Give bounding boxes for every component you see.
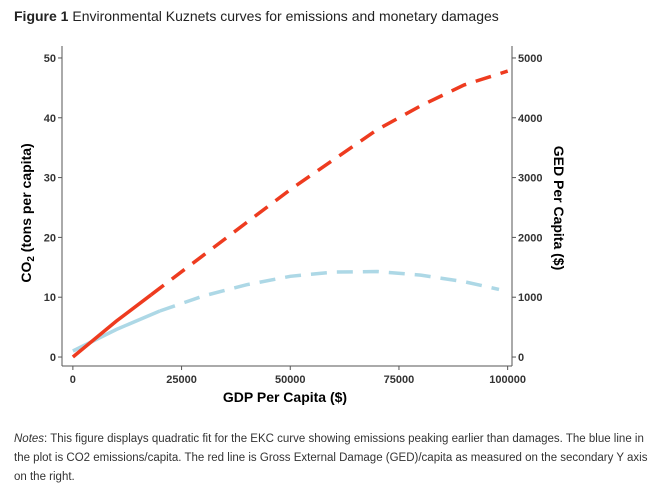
notes-text: : This figure displays quadratic fit for…	[14, 433, 648, 483]
y-axis-left-title-subscript: 2	[26, 256, 37, 262]
y-left-tick-label: 0	[50, 352, 56, 364]
y-right-tick-label: 1000	[518, 292, 542, 304]
ged-series-solid-line	[71, 293, 153, 359]
figure-title: Figure 1 Environmental Kuznets curves fo…	[14, 8, 499, 24]
series-layer	[71, 69, 509, 359]
y-axis-left-title: CO2 (tons per capita)	[18, 143, 37, 282]
y-right-tick-label: 3000	[518, 173, 542, 185]
x-tick-label: 25000	[166, 374, 197, 386]
figure-label: Figure 1	[14, 8, 69, 24]
figure-notes: Notes: This figure displays quadratic fi…	[14, 430, 654, 487]
y-right-tick-label: 0	[518, 352, 524, 364]
notes-label: Notes	[14, 433, 45, 445]
x-tick-label: 0	[70, 374, 76, 386]
y-left-tick-label: 50	[44, 53, 56, 65]
x-tick-label: 100000	[489, 374, 526, 386]
y-axis-left-title-main: CO	[18, 262, 34, 283]
ged-series-dashed-line	[150, 69, 509, 297]
x-tick-label: 75000	[384, 374, 415, 386]
y-right-tick-label: 2000	[518, 232, 542, 244]
y-axis-right-title: GED Per Capita ($)	[551, 146, 567, 270]
x-axis-title: GDP Per Capita ($)	[223, 389, 347, 405]
y-left-tick-label: 30	[44, 173, 56, 185]
y-axis-left-title-rest: (tons per capita)	[18, 143, 34, 256]
y-right-tick-label: 4000	[518, 113, 542, 125]
y-right-tick-label: 5000	[518, 53, 542, 65]
co2-series-dashed-line	[159, 269, 500, 313]
y-left-tick-label: 20	[44, 232, 56, 244]
figure-title-text: Environmental Kuznets curves for emissio…	[72, 8, 499, 24]
y-left-tick-label: 10	[44, 292, 56, 304]
y-left-tick-label: 40	[44, 113, 56, 125]
x-tick-label: 50000	[275, 374, 306, 386]
